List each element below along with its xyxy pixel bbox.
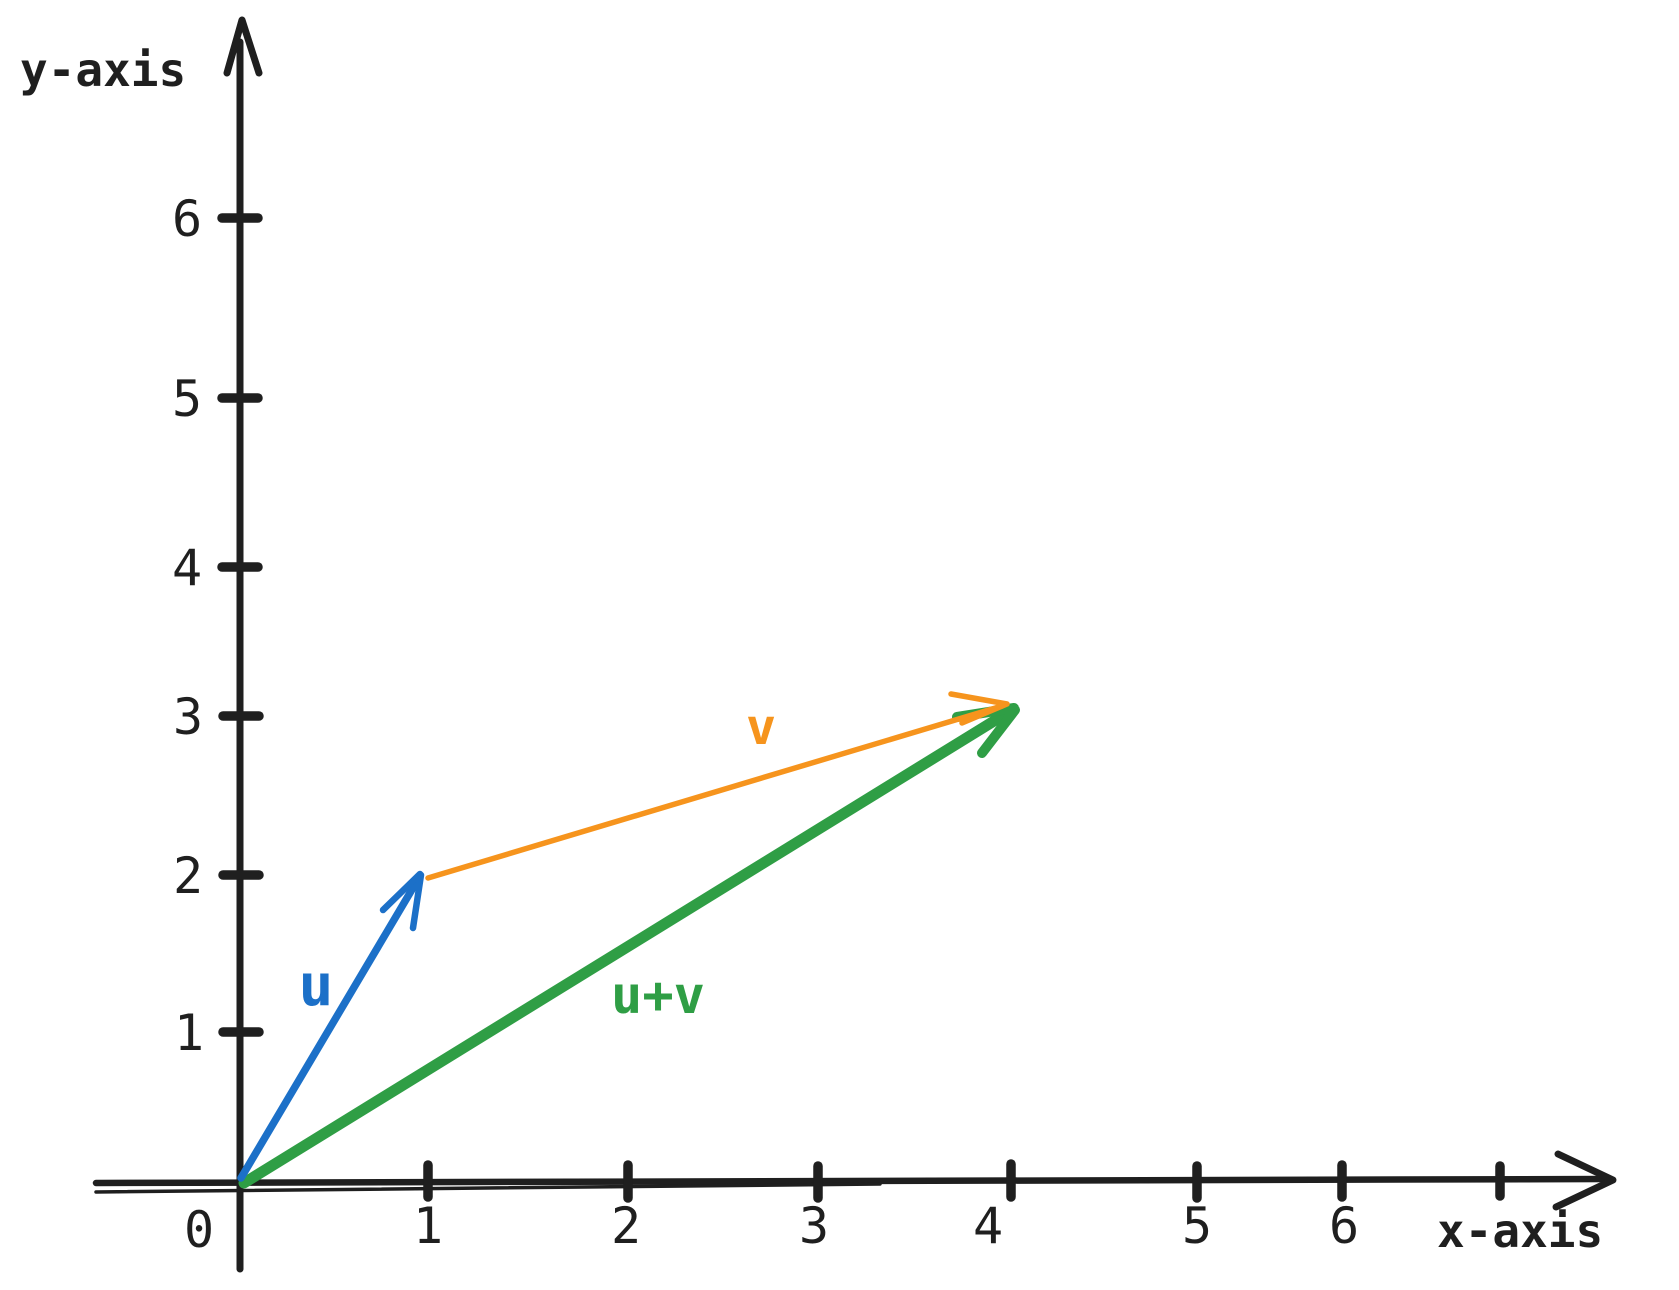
vector-u-arrowhead — [379, 870, 425, 932]
x-tick-label-5: 5 — [1182, 1197, 1212, 1255]
x-tick-label-6: 6 — [1329, 1197, 1359, 1255]
vector-u — [237, 870, 425, 1182]
origin-label: 0 — [184, 1201, 214, 1259]
x-tick-labels: 1 2 3 4 5 6 — [413, 1197, 1359, 1255]
y-tick-label-2: 2 — [173, 847, 203, 905]
y-tick-label-5: 5 — [172, 370, 202, 428]
x-axis-shaft-double-stroke — [94, 1182, 882, 1194]
x-axis-shaft — [92, 1175, 1610, 1187]
x-tick-label-4: 4 — [973, 1197, 1003, 1255]
x-axis-label: x-axis — [1437, 1204, 1603, 1258]
y-tick-label-4: 4 — [172, 539, 202, 597]
vector-v-arrowhead — [948, 691, 1010, 726]
y-axis-label: y-axis — [20, 43, 186, 97]
x-tick-label-1: 1 — [413, 1197, 443, 1255]
x-axis-arrowhead — [1552, 1150, 1617, 1211]
y-tick-label-3: 3 — [173, 688, 203, 746]
vector-u-shaft — [237, 872, 424, 1182]
vector-v — [425, 691, 1010, 881]
x-tick-label-3: 3 — [799, 1197, 829, 1255]
x-axis-ticks — [423, 1159, 1505, 1203]
y-tick-labels: 6 5 4 3 2 1 — [172, 190, 204, 1062]
y-axis-arrowhead — [223, 16, 263, 77]
vector-v-label: v — [746, 698, 776, 756]
vector-u-plus-v — [238, 703, 1020, 1189]
x-axis — [92, 1150, 1617, 1211]
y-tick-label-1: 1 — [174, 1004, 204, 1062]
vector-u-plus-v-shaft — [238, 707, 1013, 1189]
x-tick-label-2: 2 — [611, 1197, 641, 1255]
vector-u-label: u — [299, 951, 334, 1019]
y-axis-ticks — [217, 213, 264, 1037]
vector-v-shaft — [425, 703, 1005, 881]
vector-u-plus-v-label: u+v — [611, 966, 705, 1026]
y-axis — [217, 16, 264, 1273]
y-tick-label-6: 6 — [172, 190, 202, 248]
